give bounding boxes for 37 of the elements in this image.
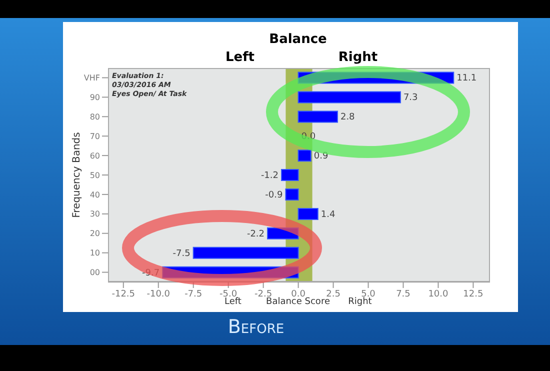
text: Right <box>348 297 372 307</box>
data-label: -2.2 <box>246 229 265 240</box>
data-label: -7.5 <box>172 248 190 259</box>
data-label: 1.4 <box>320 210 336 220</box>
y-axis-title: Frequency Bands <box>72 132 82 218</box>
x-tick-label: 12.5 <box>463 289 484 300</box>
chart-title: Balance <box>268 32 328 47</box>
data-label: 2.8 <box>340 112 356 123</box>
y-tick-label: 70 <box>90 132 100 141</box>
text: Right <box>337 50 379 67</box>
x-tick-label: -12.5 <box>112 289 136 300</box>
y-tick-label: 30 <box>90 210 100 219</box>
data-label: -0.9 <box>265 190 283 200</box>
text: Left <box>224 297 242 307</box>
data-label: 11.1 <box>456 74 477 84</box>
text: Before <box>226 315 286 340</box>
y-tick-label: 90 <box>90 93 100 102</box>
text: Left <box>224 50 256 67</box>
data-label: -1.2 <box>260 171 279 181</box>
y-tick-label: 80 <box>90 112 100 122</box>
y-tick-label: 40 <box>90 190 100 200</box>
x-tick-label: 0.0 <box>291 289 306 300</box>
y-tick-label: 00 <box>90 268 100 278</box>
x-tick-label: 7.5 <box>396 289 410 300</box>
x-axis-title: Balance Score <box>266 297 330 307</box>
x-tick-label: 10.0 <box>428 289 449 300</box>
x-tick-label: -10.0 <box>146 289 170 300</box>
x-tick-label: -7.5 <box>184 289 202 300</box>
data-label: 0.0 <box>301 132 316 142</box>
y-tick-label: 50 <box>90 170 100 180</box>
y-tick-label: VHF <box>84 74 100 83</box>
y-tick-label: 20 <box>90 229 100 238</box>
y-tick-label: 60 <box>90 151 100 160</box>
data-label: 7.3 <box>403 93 418 104</box>
data-label: 0.9 <box>314 152 328 162</box>
y-tick-label: 10 <box>90 248 100 258</box>
x-tick-label: 2.5 <box>326 289 340 300</box>
